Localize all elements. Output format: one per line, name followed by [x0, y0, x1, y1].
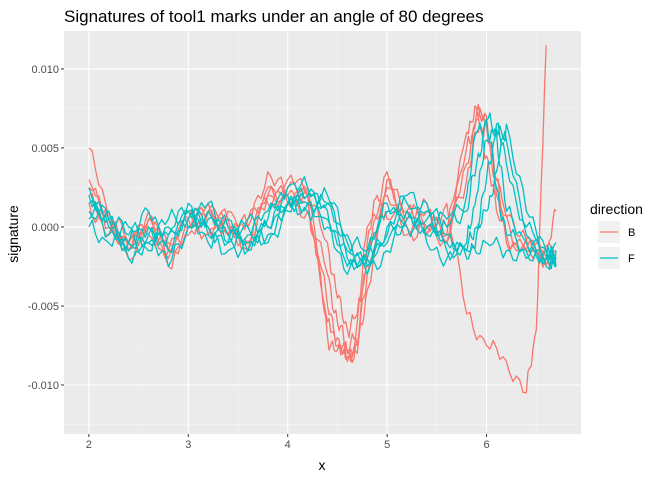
- y-axis: -0.010 -0.005 0.000 0.005 0.010: [28, 64, 64, 392]
- y-axis-title: signature: [5, 205, 21, 263]
- legend-keys: BF: [598, 221, 635, 269]
- series-line-F: [88, 187, 557, 276]
- series-line-B: [88, 105, 557, 363]
- series-line-B: [88, 103, 557, 364]
- x-tick-label: 3: [185, 439, 191, 451]
- series-line-F: [88, 118, 557, 271]
- legend-label-F: F: [628, 253, 635, 265]
- plot-panel: [64, 31, 581, 434]
- chart-title: Signatures of tool1 marks under an angle…: [64, 7, 484, 26]
- x-tick-label: 6: [483, 439, 489, 451]
- y-tick-label: 0.005: [31, 143, 59, 155]
- x-tick-label: 5: [384, 439, 390, 451]
- y-tick-label: -0.010: [28, 380, 59, 392]
- series-line-F: [88, 123, 557, 261]
- series-line-F: [88, 125, 557, 268]
- y-tick-label: 0.000: [31, 222, 59, 234]
- legend: direction BF: [590, 201, 643, 269]
- grid-minor: [64, 31, 581, 434]
- series-line-B: [88, 45, 547, 394]
- legend-title: direction: [590, 201, 643, 217]
- grid-major: [64, 31, 581, 434]
- x-tick-label: 4: [285, 439, 291, 451]
- series-layer: [88, 45, 557, 394]
- x-tick-label: 2: [86, 439, 92, 451]
- x-axis-title: x: [319, 457, 326, 473]
- x-axis: 2 3 4 5 6: [86, 434, 490, 451]
- y-tick-label: 0.010: [31, 64, 59, 76]
- legend-label-B: B: [628, 227, 635, 239]
- y-tick-label: -0.005: [28, 301, 59, 313]
